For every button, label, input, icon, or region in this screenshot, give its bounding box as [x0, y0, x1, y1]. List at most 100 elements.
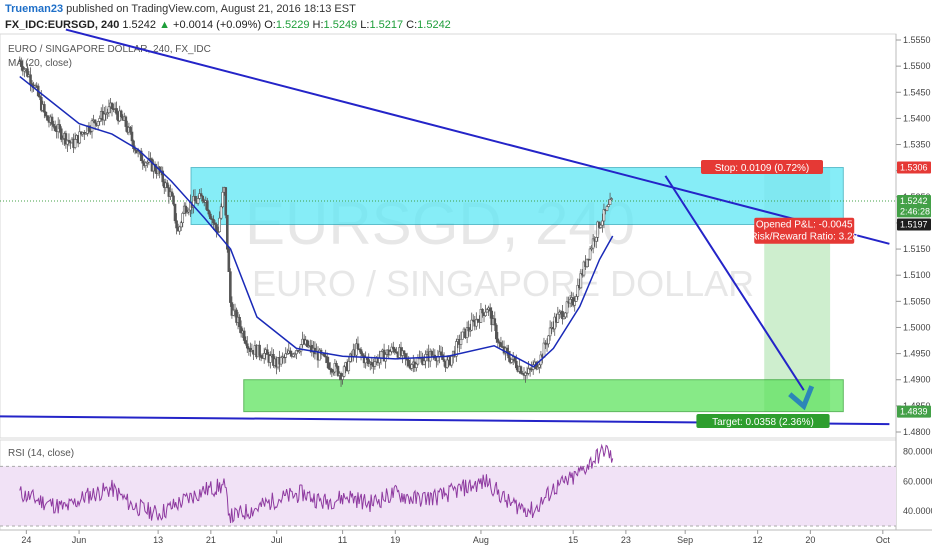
- candle-body: [558, 311, 561, 315]
- candle-body: [229, 271, 232, 303]
- candle-body: [289, 350, 292, 354]
- candle-body: [605, 206, 609, 211]
- candle-body: [144, 162, 148, 166]
- candle-body: [553, 316, 557, 330]
- candle-body: [576, 285, 580, 297]
- candle-body: [232, 309, 235, 316]
- price-tag-label: 1.4839: [900, 407, 928, 417]
- candle-body: [332, 371, 335, 374]
- candle-body: [115, 108, 118, 115]
- candle-body: [370, 362, 374, 366]
- candle-body: [610, 198, 613, 200]
- candle-body: [29, 74, 32, 84]
- candle-body: [187, 209, 191, 213]
- candle-body: [536, 367, 540, 370]
- candle-body: [186, 211, 189, 214]
- author-link[interactable]: Trueman23: [5, 3, 64, 15]
- y-tick-label: 1.4900: [903, 375, 931, 385]
- y-tick-label: 1.5000: [903, 322, 931, 332]
- price-tag-label: 1.5197: [900, 220, 928, 230]
- candle-body: [235, 309, 238, 323]
- candle-body: [110, 102, 114, 109]
- candle-body: [538, 364, 541, 368]
- candle-body: [591, 238, 595, 249]
- x-tick-label: 20: [805, 535, 815, 545]
- x-tick-label: 23: [621, 535, 631, 545]
- candle-body: [378, 357, 381, 364]
- candles-layer: [18, 56, 613, 387]
- candle-body: [227, 248, 231, 272]
- candle-body: [139, 150, 143, 162]
- candle-body: [38, 95, 42, 98]
- target-label-bg: [696, 414, 830, 428]
- price-tag-bg: [897, 218, 931, 231]
- candle-body: [430, 351, 434, 356]
- price-tag-label: 1.5306: [900, 163, 928, 173]
- candle-body: [43, 104, 46, 113]
- candle-body: [219, 206, 223, 219]
- candle-body: [53, 126, 57, 131]
- candle-body: [582, 261, 586, 276]
- candle-body: [479, 309, 483, 323]
- candle-body: [39, 96, 43, 111]
- x-axis: 24 Jun 13 21 Jul 11 19 Aug 15 23 Sep 12 20 Oct: [21, 530, 890, 545]
- candle-body: [579, 273, 583, 289]
- rsi-legend[interactable]: RSI (14, close): [8, 448, 74, 459]
- candle-body: [59, 128, 63, 140]
- candle-body: [245, 343, 249, 349]
- candle-body: [90, 120, 94, 132]
- candle-body: [493, 318, 497, 326]
- candle-body: [89, 130, 92, 133]
- candle-body: [470, 319, 474, 331]
- candle-body: [390, 346, 394, 352]
- candle-body: [64, 133, 68, 145]
- candle-body: [26, 68, 29, 77]
- candle-body: [209, 213, 212, 220]
- candle-body: [78, 131, 82, 144]
- price-tag-label: 2:46:28: [900, 206, 930, 216]
- change-up-icon: ▲: [159, 19, 170, 31]
- x-tick-label: 24: [21, 535, 31, 545]
- candle-body: [393, 348, 397, 353]
- candle-body: [96, 121, 100, 126]
- candle-body: [341, 376, 344, 380]
- candle-body: [527, 368, 530, 374]
- candle-body: [170, 191, 174, 197]
- candle-body: [465, 327, 469, 338]
- candle-body: [46, 115, 49, 121]
- x-tick-label: 21: [206, 535, 216, 545]
- candle-body: [23, 69, 26, 72]
- candle-body: [594, 237, 598, 242]
- candle-body: [379, 351, 383, 359]
- close-label: C:: [406, 19, 418, 31]
- candle-body: [373, 361, 377, 367]
- candle-body: [61, 138, 65, 140]
- candle-body: [58, 124, 62, 130]
- candle-body: [402, 350, 406, 354]
- candle-body: [259, 355, 263, 358]
- candle-body: [207, 210, 211, 215]
- candle-body: [244, 340, 248, 345]
- ma-legend[interactable]: MA (20, close): [8, 58, 72, 69]
- candle-body: [221, 191, 224, 208]
- candle-body: [428, 351, 432, 362]
- candle-body: [298, 350, 301, 353]
- candle-body: [192, 195, 195, 208]
- candle-body: [206, 200, 209, 211]
- candle-body: [484, 311, 487, 316]
- candle-body: [299, 344, 303, 352]
- candle-body: [201, 195, 204, 202]
- candle-body: [258, 344, 261, 356]
- candle-body: [20, 60, 23, 67]
- symbol-label[interactable]: FX_IDC:EURSGD, 240: [5, 19, 120, 31]
- candle-body: [161, 170, 165, 183]
- candle-body: [608, 199, 612, 205]
- candle-body: [388, 351, 392, 356]
- candle-body: [562, 316, 566, 320]
- candle-body: [356, 343, 360, 350]
- candle-body: [496, 338, 500, 343]
- candle-body: [461, 331, 464, 340]
- candle-body: [475, 318, 478, 327]
